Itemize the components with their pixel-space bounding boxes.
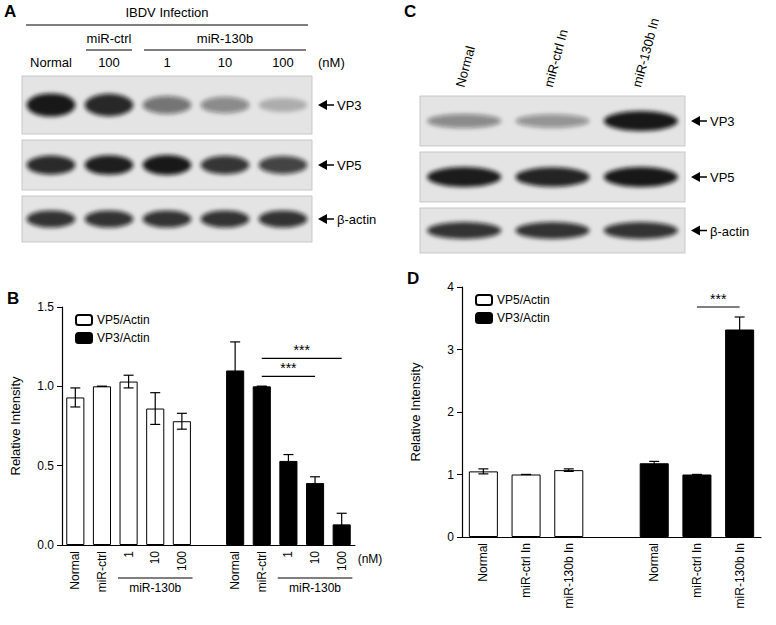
svg-text:1: 1 xyxy=(281,551,295,558)
svg-text:VP5/Actin: VP5/Actin xyxy=(497,293,550,307)
svg-text:100: 100 xyxy=(335,551,349,571)
svg-text:miR-ctrl: miR-ctrl xyxy=(87,31,132,46)
svg-text:1.0: 1.0 xyxy=(37,379,54,393)
svg-text:B: B xyxy=(7,289,19,308)
svg-text:2: 2 xyxy=(447,405,454,419)
svg-text:Normal: Normal xyxy=(68,551,82,590)
svg-text:10: 10 xyxy=(148,551,162,565)
svg-text:4: 4 xyxy=(447,280,454,294)
svg-text:0.5: 0.5 xyxy=(37,459,54,473)
svg-text:***: *** xyxy=(294,342,311,358)
svg-text:10: 10 xyxy=(218,55,232,70)
svg-text:1: 1 xyxy=(447,468,454,482)
svg-text:Normal: Normal xyxy=(476,543,490,582)
svg-text:(nM): (nM) xyxy=(358,552,383,566)
svg-text:Normal: Normal xyxy=(453,44,478,88)
svg-text:Normal: Normal xyxy=(647,543,661,582)
svg-text:VP3/Actin: VP3/Actin xyxy=(497,311,550,325)
svg-text:β-actin: β-actin xyxy=(337,212,376,227)
svg-text:miR-ctrl: miR-ctrl xyxy=(95,551,109,592)
svg-text:miR-ctrl In: miR-ctrl In xyxy=(541,28,571,89)
svg-text:Relative Intensity: Relative Intensity xyxy=(408,362,423,461)
svg-text:0.0: 0.0 xyxy=(37,538,54,552)
svg-text:(nM): (nM) xyxy=(318,55,345,70)
svg-text:Relative Intensity: Relative Intensity xyxy=(8,376,23,475)
svg-text:miR-130b In: miR-130b In xyxy=(733,543,747,608)
svg-text:VP3: VP3 xyxy=(337,98,362,113)
svg-text:100: 100 xyxy=(272,55,294,70)
svg-text:VP3: VP3 xyxy=(710,114,735,129)
svg-text:A: A xyxy=(4,2,16,21)
svg-text:miR-130b In: miR-130b In xyxy=(629,16,662,88)
svg-text:VP5/Actin: VP5/Actin xyxy=(97,313,150,327)
svg-text:1: 1 xyxy=(122,551,136,558)
svg-text:0: 0 xyxy=(447,530,454,544)
svg-text:D: D xyxy=(407,269,419,288)
svg-text:100: 100 xyxy=(175,551,189,571)
svg-text:miR-130b: miR-130b xyxy=(289,581,341,595)
svg-text:miR-ctrl In: miR-ctrl In xyxy=(519,543,533,598)
svg-text:Normal: Normal xyxy=(228,551,242,590)
svg-text:***: *** xyxy=(710,291,727,307)
svg-text:β-actin: β-actin xyxy=(710,224,749,239)
svg-text:VP5: VP5 xyxy=(710,170,735,185)
svg-text:C: C xyxy=(404,2,416,21)
svg-text:miR-130b: miR-130b xyxy=(197,31,253,46)
svg-text:miR-130b: miR-130b xyxy=(129,581,181,595)
svg-text:1.5: 1.5 xyxy=(37,300,54,314)
svg-text:miR-130b In: miR-130b In xyxy=(562,543,576,608)
svg-text:1: 1 xyxy=(163,55,170,70)
svg-text:VP5: VP5 xyxy=(337,158,362,173)
svg-text:3: 3 xyxy=(447,343,454,357)
svg-text:miR-ctrl: miR-ctrl xyxy=(255,551,269,592)
svg-text:VP3/Actin: VP3/Actin xyxy=(97,331,150,345)
svg-text:100: 100 xyxy=(98,55,120,70)
svg-text:10: 10 xyxy=(308,551,322,565)
svg-text:miR-ctrl In: miR-ctrl In xyxy=(690,543,704,598)
svg-text:Normal: Normal xyxy=(30,55,72,70)
svg-text:***: *** xyxy=(280,360,297,376)
svg-text:IBDV Infection: IBDV Infection xyxy=(125,5,208,20)
